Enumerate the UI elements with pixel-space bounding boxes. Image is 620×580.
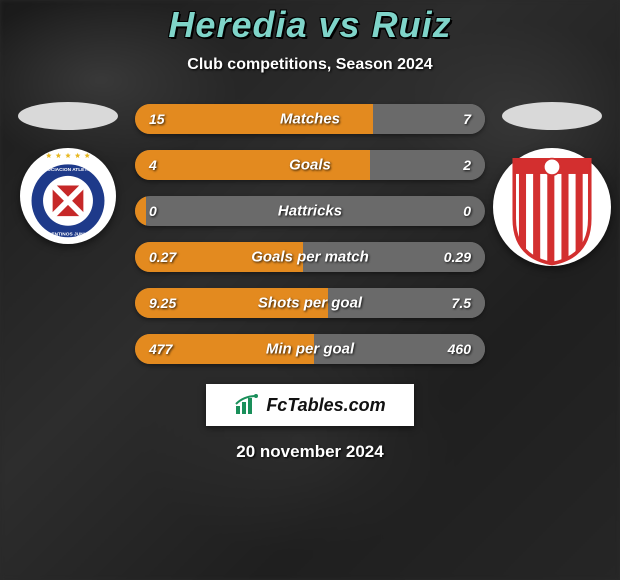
bar-value-left: 477 [149,341,172,357]
bar-value-right: 460 [448,341,471,357]
bar-label: Shots per goal [258,295,362,312]
bar-value-left: 0 [149,203,157,219]
bar-value-left: 4 [149,157,157,173]
bar-value-right: 7.5 [452,295,471,311]
crest-col-left: ASOCIACION ATLETICA ARGENTINOS JUNIORS [13,98,123,244]
crest-shadow-right [502,102,602,130]
footer-brand: FcTables.com [266,395,385,416]
stat-bar: 4 2 Goals [135,150,485,180]
date-label: 20 november 2024 [236,442,383,462]
bar-value-left: 15 [149,111,165,127]
bar-value-right: 0.29 [444,249,471,265]
bar-fill-left [135,196,146,226]
stat-bar: 0.27 0.29 Goals per match [135,242,485,272]
club-crest-right [493,148,611,266]
bar-label: Hattricks [278,203,342,220]
subtitle: Club competitions, Season 2024 [187,56,432,74]
svg-text:ASOCIACION ATLETICA: ASOCIACION ATLETICA [41,167,97,173]
club-crest-left: ASOCIACION ATLETICA ARGENTINOS JUNIORS [20,148,116,244]
stat-bars: 15 7 Matches 4 2 Goals 0 0 Hattricks 0.27 0.29 Goal… [135,98,485,364]
crest-col-right [497,98,607,266]
shield-icon [493,148,611,266]
bar-label: Min per goal [266,341,354,358]
bar-fill-left [135,150,370,180]
page-title: Heredia vs Ruiz [168,4,451,46]
bar-value-right: 7 [463,111,471,127]
bar-value-left: 9.25 [149,295,176,311]
content-root: Heredia vs Ruiz Club competitions, Seaso… [0,0,620,580]
title-player2: Ruiz [372,4,452,45]
bar-value-left: 0.27 [149,249,176,265]
bar-label: Goals per match [251,249,369,266]
stat-bar: 477 460 Min per goal [135,334,485,364]
bar-label: Goals [289,157,331,174]
svg-text:ARGENTINOS JUNIORS: ARGENTINOS JUNIORS [41,231,95,237]
stat-bar: 15 7 Matches [135,104,485,134]
stat-bar: 0 0 Hattricks [135,196,485,226]
crest-shadow-left [18,102,118,130]
title-vs: vs [319,4,361,45]
bar-value-right: 2 [463,157,471,173]
main-row: ASOCIACION ATLETICA ARGENTINOS JUNIORS 1… [0,98,620,364]
title-player1: Heredia [168,4,307,45]
stat-bar: 9.25 7.5 Shots per goal [135,288,485,318]
bar-label: Matches [280,111,340,128]
chart-icon [234,394,260,416]
footer-attribution: FcTables.com [206,384,413,426]
shield-icon: ASOCIACION ATLETICA ARGENTINOS JUNIORS [20,148,116,244]
bar-value-right: 0 [463,203,471,219]
